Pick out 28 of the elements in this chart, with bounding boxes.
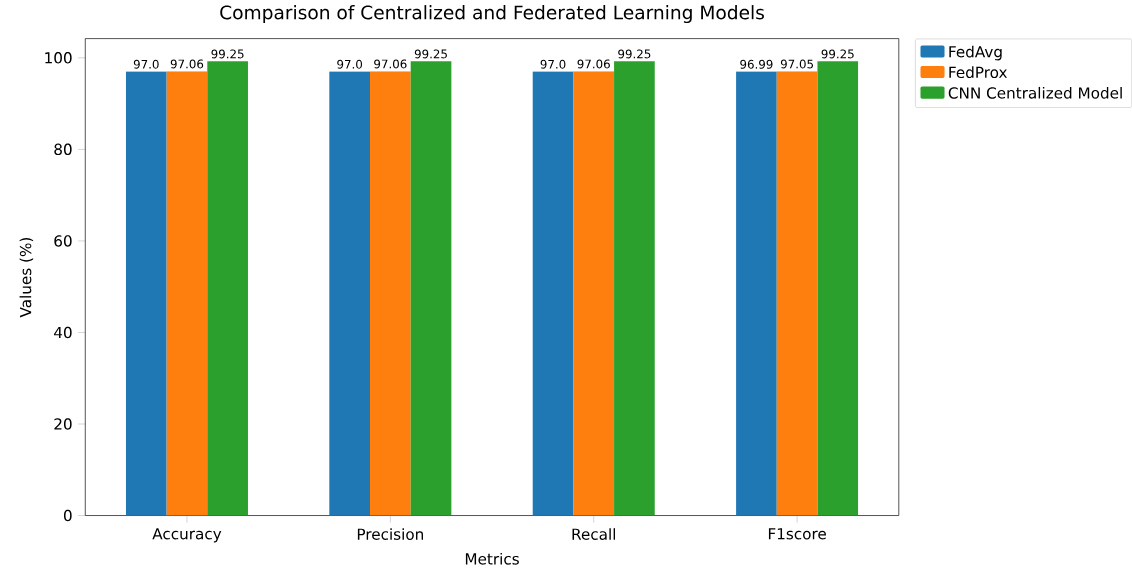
data-label: 99.25 xyxy=(821,49,854,59)
y-axis-title: Values (%) xyxy=(19,238,34,318)
y-tick-label: 40 xyxy=(54,326,72,339)
legend-label: FedProx xyxy=(949,66,1008,79)
data-label: 96.99 xyxy=(740,59,773,69)
data-label: 97.05 xyxy=(780,59,813,69)
legend-label: FedAvg xyxy=(949,45,1002,61)
data-label: 97.06 xyxy=(374,59,407,69)
x-tick-label: F1score xyxy=(768,528,826,540)
y-tick-label: 80 xyxy=(54,143,72,156)
y-tick-label: 0 xyxy=(63,509,72,522)
x-tick-label: Recall xyxy=(572,528,616,541)
chart-title: Comparison of Centralized and Federated Learning Models xyxy=(220,5,764,24)
data-label: 97.06 xyxy=(170,59,204,69)
data-label: 97.0 xyxy=(540,59,566,69)
legend-label: CNN Centralized Model xyxy=(948,87,1122,99)
y-tick-label: 60 xyxy=(54,235,72,247)
x-tick-label: Accuracy xyxy=(152,528,222,543)
data-label: 99.25 xyxy=(618,49,651,59)
data-label: 97.0 xyxy=(337,59,363,69)
data-label: 99.25 xyxy=(211,49,244,59)
x-axis-title: Metrics xyxy=(465,553,519,565)
y-tick-label: 20 xyxy=(54,418,72,430)
y-tick-label: 100 xyxy=(45,52,72,64)
data-label: 99.25 xyxy=(414,49,447,59)
data-label: 97.06 xyxy=(577,59,610,69)
x-tick-label: Precision xyxy=(357,528,423,541)
data-label: 97.0 xyxy=(133,59,159,69)
